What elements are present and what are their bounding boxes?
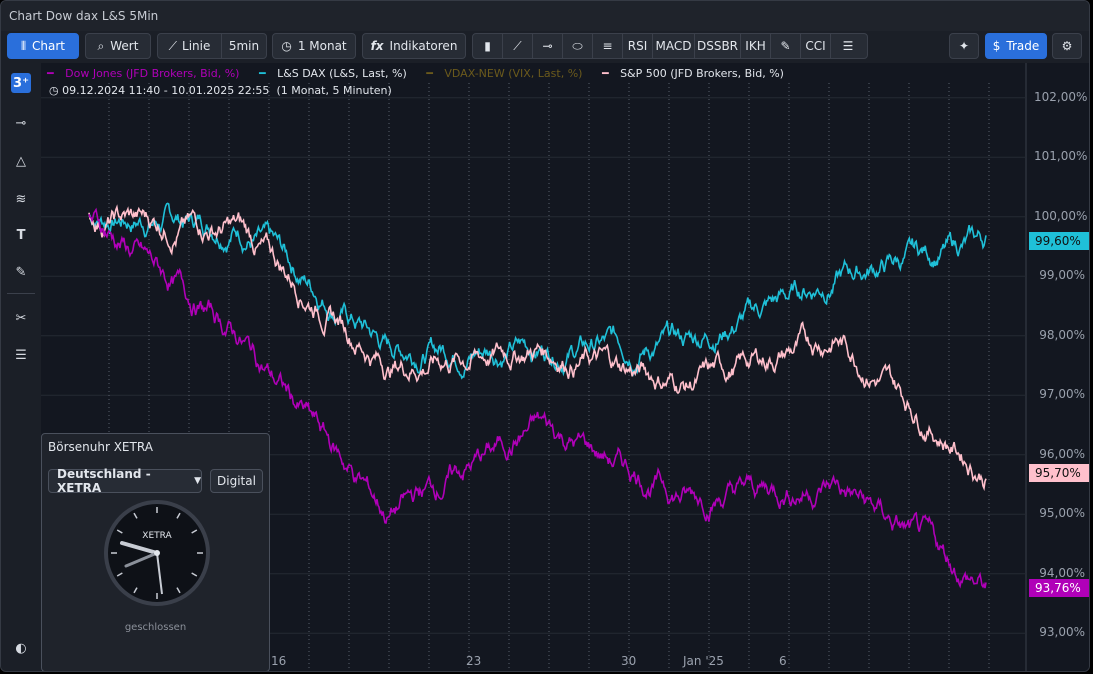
y-tick-label: 98,00% — [1039, 327, 1085, 342]
y-tick-label: 102,00% — [1034, 89, 1088, 104]
clock-tick — [116, 529, 123, 534]
legend-item-dow[interactable]: ━ Dow Jones (JFD Brokers, Bid, %) — [47, 67, 240, 80]
exchange-select[interactable]: Deutschland - XETRA ▼ — [48, 467, 202, 495]
interval-button[interactable]: 5min — [228, 39, 260, 53]
settings-icon[interactable]: ⚙ — [1052, 33, 1082, 59]
line-tool-icon[interactable]: ⊸ — [15, 115, 27, 131]
theme-toggle-icon[interactable]: ◐ — [15, 640, 27, 656]
indicators-button[interactable]: fx Indikatoren — [362, 33, 466, 59]
menu-icon[interactable]: ☰ — [842, 39, 854, 53]
y-tick-label: 95,00% — [1039, 506, 1085, 521]
chart-style-group: ⟋ Linie 5min — [157, 33, 267, 59]
ellipse-icon[interactable]: ⬭ — [563, 34, 593, 58]
y-tick-label: 93,00% — [1039, 625, 1085, 640]
legend-swatch: ━ — [47, 67, 58, 80]
title-bar: Chart Dow dax L&S 5Min — [1, 1, 1089, 31]
draw-line-icon[interactable]: ⟋ — [503, 34, 533, 58]
clock-tick — [191, 529, 198, 534]
clock-title: Börsenuhr XETRA — [48, 440, 153, 454]
chart-icon: ⫴ — [20, 38, 27, 53]
bookmark-icon[interactable]: ▮ — [473, 34, 503, 58]
market-status: geschlossen — [124, 622, 187, 633]
clock-center — [154, 550, 160, 556]
annotate-icon[interactable]: ✎ — [15, 264, 27, 280]
wert-button[interactable]: ⌕ Wert — [85, 33, 151, 59]
dssbr-button[interactable]: DSSBR — [695, 34, 741, 58]
edit-icon[interactable]: ✎ — [771, 34, 801, 58]
second-hand — [124, 551, 159, 568]
trade-button[interactable]: $ Trade — [985, 33, 1047, 59]
legend-item-vdax[interactable]: ━ VDAX-NEW (VIX, Last, %) — [426, 67, 583, 80]
legend-swatch: ━ — [258, 67, 270, 80]
legend-swatch: ━ — [601, 67, 613, 80]
y-tick-label: 99,00% — [1039, 268, 1085, 283]
date-range: ◷ 09.12.2024 11:40 - 10.01.2025 22:55 (1… — [49, 84, 392, 97]
horizontal-line-icon[interactable]: ⊸ — [533, 34, 563, 58]
series-line — [88, 202, 987, 380]
indicator-shortcuts: ▮ ⟋ ⊸ ⬭ ≡ RSI MACD DSSBR IKH ✎ CCI ☰ — [472, 33, 868, 59]
analog-clock: XETRA — [104, 500, 210, 606]
clock-face-label: XETRA — [142, 531, 172, 541]
clock-tick — [176, 512, 181, 519]
tools-icon[interactable]: ✂ — [15, 310, 27, 326]
exchange-clock-panel: Börsenuhr XETRA Deutschland - XETRA ▼ Dig… — [41, 433, 270, 671]
x-tick-label: Jan '25 — [683, 654, 724, 668]
fibonacci-tool-icon[interactable]: ≋ — [15, 191, 27, 207]
search-icon: ⌕ — [97, 38, 105, 53]
legend: ━ Dow Jones (JFD Brokers, Bid, %) ━ L&S … — [47, 67, 800, 80]
x-tick-label: 16 — [271, 654, 287, 668]
y-tick-label: 97,00% — [1039, 387, 1085, 402]
drawing-sidebar: 3⁺ ⊸ △ ≋ T ✎ ✂ ☰ ◐ — [1, 63, 41, 671]
series-line — [88, 207, 987, 589]
series-line — [88, 204, 987, 492]
period-button[interactable]: ◷ 1 Monat — [272, 33, 356, 59]
macd-button[interactable]: MACD — [653, 34, 695, 58]
x-tick-label: 30 — [621, 654, 637, 668]
chevron-down-icon: ▼ — [194, 476, 201, 486]
last-price-tag: 93,76% — [1029, 579, 1089, 598]
legend-item-dax[interactable]: ━ L&S DAX (L&S, Last, %) — [258, 67, 407, 80]
clock-tick — [116, 572, 123, 577]
clock-tick — [133, 587, 138, 594]
sidebar-divider — [7, 293, 35, 294]
clock-small-icon: ◷ — [49, 84, 63, 97]
digital-toggle-button[interactable]: Digital — [210, 469, 263, 493]
legend-item-sp500[interactable]: ━ S&P 500 (JFD Brokers, Bid, %) — [601, 67, 784, 80]
last-price-tag: 95,70% — [1029, 463, 1089, 482]
x-tick-label: 23 — [466, 654, 482, 668]
clock-tick — [191, 572, 198, 577]
clock-tick — [176, 587, 181, 594]
chart-button[interactable]: ⫴ Chart — [7, 33, 79, 59]
clock-icon: ◷ — [281, 39, 292, 53]
line-icon: ⟋ — [168, 38, 178, 53]
y-tick-label: 94,00% — [1039, 565, 1085, 580]
dollar-icon: $ — [992, 39, 1001, 53]
fx-icon: fx — [370, 39, 384, 53]
ikh-button[interactable]: IKH — [741, 34, 771, 58]
rsi-button[interactable]: RSI — [623, 34, 653, 58]
y-tick-label: 101,00% — [1034, 149, 1088, 164]
last-price-tag: 99,60% — [1029, 231, 1089, 250]
sparkle-icon[interactable]: ✦ — [949, 33, 979, 59]
toolbar: ⫴ Chart ⌕ Wert ⟋ Linie 5min ◷ 1 Monat fx Indi… — [1, 31, 1089, 63]
cci-button[interactable]: CCI — [801, 34, 831, 58]
line-type-button[interactable]: ⟋ Linie — [158, 34, 222, 58]
y-tick-label: 100,00% — [1034, 208, 1088, 223]
compare-badge[interactable]: 3⁺ — [11, 73, 31, 93]
legend-swatch: ━ — [426, 67, 437, 80]
hour-hand — [120, 541, 159, 555]
fibonacci-icon[interactable]: ≡ — [593, 34, 623, 58]
clock-tick — [133, 512, 138, 519]
layers-icon[interactable]: ☰ — [15, 347, 27, 363]
y-tick-label: 96,00% — [1039, 446, 1085, 461]
window-title: Chart Dow dax L&S 5Min — [9, 9, 159, 23]
triangle-icon[interactable]: △ — [16, 153, 26, 169]
minute-hand — [156, 552, 163, 595]
x-tick-label: 6 — [779, 654, 787, 668]
text-tool-icon[interactable]: T — [16, 227, 26, 243]
